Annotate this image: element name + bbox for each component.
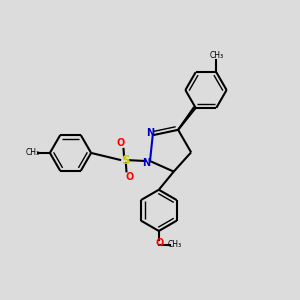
Text: N: N bbox=[142, 158, 150, 168]
Text: O: O bbox=[125, 172, 134, 182]
Text: CH₃: CH₃ bbox=[209, 52, 224, 61]
Text: O: O bbox=[155, 238, 164, 248]
Text: S: S bbox=[121, 154, 129, 167]
Text: O: O bbox=[116, 138, 125, 148]
Text: CH₃: CH₃ bbox=[168, 240, 182, 249]
Text: N: N bbox=[146, 128, 154, 138]
Text: CH₃: CH₃ bbox=[26, 148, 40, 158]
